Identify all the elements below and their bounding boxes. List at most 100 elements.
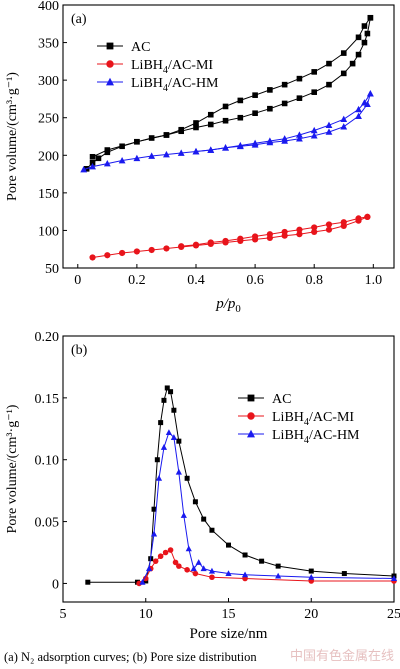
data-point xyxy=(275,563,281,569)
x-tick-label: 0.6 xyxy=(246,273,264,288)
data-point xyxy=(311,69,318,75)
legend-marker xyxy=(106,60,114,68)
data-point xyxy=(266,231,273,238)
data-point xyxy=(207,111,214,118)
data-point xyxy=(252,110,258,117)
data-point xyxy=(326,81,332,88)
legend-entry: AC xyxy=(131,40,150,55)
data-point xyxy=(190,565,197,572)
data-point xyxy=(296,95,303,101)
data-point xyxy=(134,138,140,145)
data-point xyxy=(184,567,190,573)
data-point xyxy=(89,162,96,170)
panel-label: (a) xyxy=(71,12,87,27)
data-point xyxy=(136,580,142,587)
data-point xyxy=(177,149,185,156)
data-point xyxy=(164,385,170,391)
data-point xyxy=(242,552,248,558)
legend-entry: AC xyxy=(272,392,291,407)
x-axis-label: p/p0 xyxy=(215,296,241,315)
data-point xyxy=(104,252,111,259)
data-point xyxy=(311,224,318,231)
figure-caption: (a) N₂ adsorption curves; (b) Pore size … xyxy=(4,650,257,664)
y-tick-label: 0.10 xyxy=(35,454,60,469)
data-point xyxy=(325,221,333,228)
data-point xyxy=(178,126,185,133)
panel-a-adsorption-chart: 0 0.2 0.4 0.6 0.8 1.0 50 100 150 200 250 300 350 400 p… xyxy=(5,0,395,315)
data-point xyxy=(275,572,282,579)
data-point xyxy=(104,147,111,153)
legend-marker xyxy=(247,394,255,402)
data-point xyxy=(296,75,303,82)
data-point xyxy=(310,126,318,134)
data-point xyxy=(222,103,229,110)
data-point xyxy=(118,156,126,164)
data-point xyxy=(251,233,259,240)
data-point xyxy=(158,420,164,426)
data-point xyxy=(222,117,229,124)
y-tick-label: 0 xyxy=(52,577,59,592)
data-point xyxy=(361,39,368,46)
data-point xyxy=(172,559,179,566)
plot-frame xyxy=(62,335,395,603)
data-point xyxy=(192,570,199,577)
x-tick-label: 0.2 xyxy=(128,273,146,288)
data-point xyxy=(366,90,374,97)
data-point xyxy=(361,99,368,106)
data-point xyxy=(167,547,174,553)
data-point xyxy=(355,34,362,41)
data-point xyxy=(139,578,146,585)
data-point xyxy=(162,549,169,556)
legend-marker xyxy=(247,429,255,438)
data-point xyxy=(355,105,362,113)
legend-entry: LiBH4/AC-HM xyxy=(272,428,360,446)
data-point xyxy=(192,499,198,505)
data-point xyxy=(85,579,91,585)
x-tick-label: 5 xyxy=(60,607,67,622)
data-point xyxy=(163,132,170,138)
x-tick-label: 0 xyxy=(74,273,81,288)
data-point xyxy=(193,124,199,131)
data-point xyxy=(152,558,159,564)
data-point xyxy=(192,147,200,155)
data-point xyxy=(160,444,168,450)
watermark: 中国有色金属在线 xyxy=(289,649,394,664)
legend-marker xyxy=(106,42,114,50)
data-point xyxy=(281,100,288,107)
data-point xyxy=(168,389,174,395)
series-ac xyxy=(83,14,374,172)
data-point xyxy=(252,92,258,98)
series-line xyxy=(141,431,395,583)
data-point xyxy=(341,571,347,577)
data-point xyxy=(207,146,215,153)
data-point xyxy=(89,160,96,166)
y-axis-label: Pore volume/(cm³·g⁻¹) xyxy=(5,404,20,533)
data-point xyxy=(267,87,273,93)
data-point xyxy=(151,506,157,512)
y-tick-label: 0.15 xyxy=(35,392,60,407)
data-point xyxy=(207,121,214,128)
data-point xyxy=(325,121,333,129)
data-point xyxy=(296,135,303,142)
data-point xyxy=(225,570,232,577)
data-point xyxy=(155,474,163,481)
data-point xyxy=(311,89,318,95)
data-point xyxy=(340,50,347,56)
data-point xyxy=(281,135,289,142)
panel-label: (b) xyxy=(71,343,88,358)
series-libh4-ac-mi xyxy=(136,547,397,587)
x-tick-label: 25 xyxy=(387,607,400,622)
x-tick-label: 10 xyxy=(139,607,153,622)
data-point xyxy=(208,567,216,574)
data-point xyxy=(184,475,190,481)
y-tick-label: 200 xyxy=(38,149,59,164)
y-tick-label: 250 xyxy=(38,112,59,127)
y-tick-label: 400 xyxy=(38,0,59,14)
data-point xyxy=(200,565,207,572)
x-tick-label: 1.0 xyxy=(365,273,383,288)
data-point xyxy=(175,468,182,475)
legend-entry: LiBH4/AC-MI xyxy=(131,58,213,76)
data-point xyxy=(133,154,141,162)
